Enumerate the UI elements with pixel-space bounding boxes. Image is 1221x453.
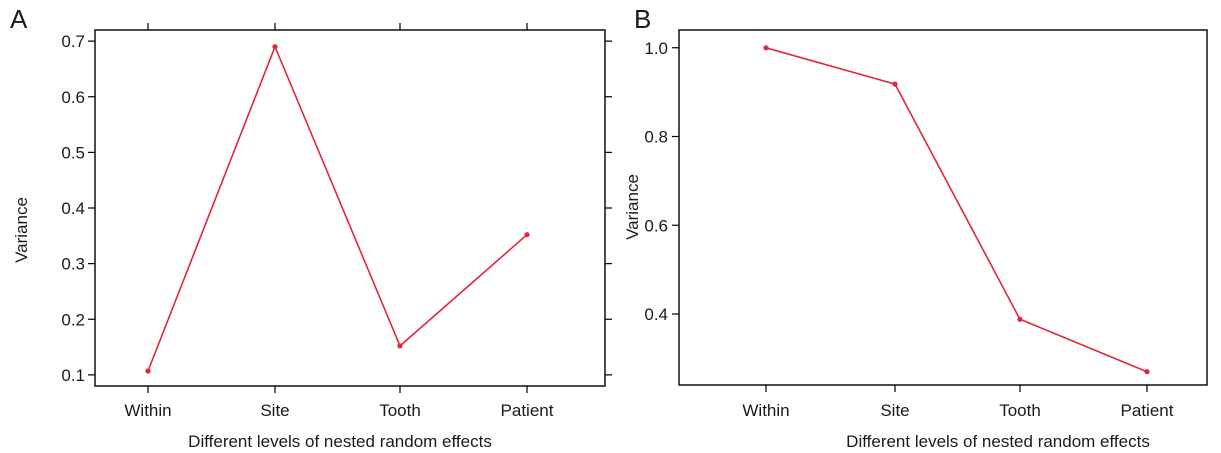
panel-a-series <box>145 44 530 374</box>
panel-b-xtick-label: Patient <box>1121 401 1174 420</box>
panel-a-ytick-label: 0.6 <box>61 88 85 107</box>
panel-b-series <box>763 45 1150 375</box>
panel-b-data-point <box>892 81 898 87</box>
panel-b-data-point <box>1144 369 1150 375</box>
panel-a-xtick-label: Tooth <box>379 401 421 420</box>
panel-a-ytick-label: 0.3 <box>61 255 85 274</box>
panel-a-ytick-label: 0.4 <box>61 199 85 218</box>
panel-a-xtick-label: Patient <box>501 401 554 420</box>
panel-b-ticks <box>672 47 1148 392</box>
panel-b-data-point <box>1017 316 1023 322</box>
panel-a-xlabel: Different levels of nested random effect… <box>188 432 492 451</box>
panel-a-data-point <box>397 343 403 349</box>
panel-a-letter: A <box>10 4 28 34</box>
panel-a-ytick-label: 0.2 <box>61 310 85 329</box>
panel-a-data-point <box>524 232 530 238</box>
panel-b-series-line <box>765 47 1148 373</box>
panel-b-ytick-label: 0.6 <box>644 216 668 235</box>
panel-b-letter: B <box>634 4 651 34</box>
panel-a-ticks <box>88 23 612 393</box>
panel-b-chart: B Variance Different levels of nested ra… <box>623 4 1208 451</box>
panel-b-data-point <box>763 45 769 51</box>
panel-a-ylabel: Variance <box>12 197 31 263</box>
panel-b-ytick-label: 1.0 <box>644 39 668 58</box>
panel-a-data-point <box>145 368 151 374</box>
panel-b-frame <box>678 29 1208 386</box>
panel-a-ytick-label: 0.5 <box>61 143 85 162</box>
panel-b-xtick-label: Tooth <box>999 401 1041 420</box>
panel-b-ytick-label: 0.8 <box>644 128 668 147</box>
panel-b-xtick-label: Site <box>880 401 909 420</box>
panel-a-frame <box>94 29 606 387</box>
panel-b-xtick-label: Within <box>742 401 789 420</box>
panel-b-ytick-labels: 0.4 0.6 0.8 1.0 <box>644 39 668 324</box>
panel-a-xtick-label: Within <box>124 401 171 420</box>
panel-b-xtick-labels: Within Site Tooth Patient <box>742 401 1173 420</box>
panel-b-xlabel: Different levels of nested random effect… <box>846 432 1150 451</box>
panel-a-xtick-label: Site <box>260 401 289 420</box>
panel-a-ytick-label: 0.1 <box>61 366 85 385</box>
panel-a-xtick-labels: Within Site Tooth Patient <box>124 401 553 420</box>
panel-a-data-point <box>272 44 278 50</box>
panel-a-chart: A Variance Different levels of nested ra… <box>10 4 612 451</box>
panel-b-ytick-label: 0.4 <box>644 305 668 324</box>
panel-b-ylabel: Variance <box>623 174 642 240</box>
panel-a-ytick-label: 0.7 <box>61 32 85 51</box>
panel-a-series-line <box>147 44 528 372</box>
panel-a-ytick-labels: 0.1 0.2 0.3 0.4 0.5 0.6 0.7 <box>61 32 85 385</box>
